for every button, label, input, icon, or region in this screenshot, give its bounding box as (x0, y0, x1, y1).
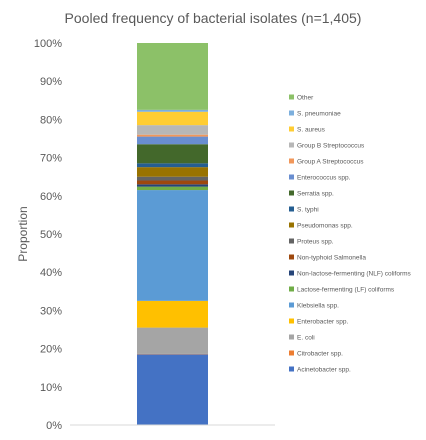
y-tick-label: 60% (40, 191, 62, 203)
legend-label: Non-typhoid Salmonella (297, 254, 366, 261)
legend-swatch (289, 238, 294, 244)
legend-swatch (289, 270, 294, 276)
legend-swatch (289, 142, 294, 148)
y-tick-label: 40% (40, 267, 62, 279)
bar-segment (137, 176, 208, 181)
legend-swatch (289, 110, 294, 116)
legend-swatch (289, 334, 294, 340)
y-tick-label: 90% (40, 76, 62, 88)
legend-label: Group B Streptococcus (297, 142, 365, 149)
legend-label: Proteus spp. (297, 238, 334, 245)
legend-swatch (289, 174, 294, 180)
legend-label: Lactose-fermenting (LF) coliforms (297, 286, 395, 293)
bar-segment (137, 167, 208, 177)
bar-segment (137, 144, 208, 164)
bar-segment (137, 184, 208, 187)
legend-label: Pseudomonas spp. (297, 222, 353, 229)
legend-label: Non-lactose-fermenting (NLF) coliforms (297, 270, 412, 277)
y-tick-label: 0% (46, 420, 62, 432)
bar-segment (137, 136, 208, 145)
y-axis-label: Proportion (16, 206, 30, 261)
legend-label: S. aureus (297, 126, 326, 133)
legend-label: Enterobacter spp. (297, 318, 349, 325)
legend-label: S. typhi (297, 206, 319, 213)
legend-label: Serratia spp. (297, 190, 334, 197)
legend-label: Enterococcus spp. (297, 174, 351, 181)
bar-segment (137, 190, 208, 301)
y-tick-label: 10% (40, 382, 62, 394)
bar-segment (137, 163, 208, 168)
stacked-bar (137, 43, 208, 425)
legend-swatch (289, 206, 294, 212)
y-tick-label: 50% (40, 229, 62, 241)
bar-segment (137, 327, 208, 354)
legend-swatch (289, 254, 294, 260)
chart-title: Pooled frequency of bacterial isolates (… (65, 10, 362, 26)
legend-swatch (289, 286, 294, 292)
legend-swatch (289, 94, 294, 100)
legend-label: Acinetobacter spp. (297, 366, 351, 373)
bar-segment (137, 300, 208, 328)
legend-label: Klebsiella spp. (297, 302, 339, 309)
legend-swatch (289, 126, 294, 132)
y-tick-label: 80% (40, 114, 62, 126)
bar-segment (137, 180, 208, 185)
y-tick-label: 20% (40, 344, 62, 356)
legend-label: Citrobacter spp. (297, 350, 343, 357)
bar-segment (137, 134, 208, 137)
y-tick-label: 70% (40, 153, 62, 165)
bar-segment (137, 125, 208, 135)
legend-label: E. coli (297, 334, 315, 341)
legend-swatch (289, 190, 294, 196)
bar-segment (137, 109, 208, 112)
legend-swatch (289, 366, 294, 372)
y-axis-ticks: 0% 10% 20% 30% 40% 50% 60% 70% 80% 90% 100% (34, 38, 62, 432)
legend-swatch (289, 350, 294, 356)
legend-label: Other (297, 94, 314, 101)
legend-swatch (289, 222, 294, 228)
bar-segment (137, 43, 208, 110)
legend-swatch (289, 318, 294, 324)
y-tick-label: 30% (40, 305, 62, 317)
legend: Other S. pneumoniae S. aureus Group B Strep… (289, 94, 412, 373)
legend-label: S. pneumoniae (297, 110, 341, 117)
bar-segment (137, 111, 208, 126)
legend-swatch (289, 158, 294, 164)
bar-segment (137, 186, 208, 191)
legend-label: Group A Streptococcus (297, 158, 364, 165)
y-tick-label: 100% (34, 38, 62, 50)
legend-swatch (289, 302, 294, 308)
bar-segment (137, 354, 208, 425)
